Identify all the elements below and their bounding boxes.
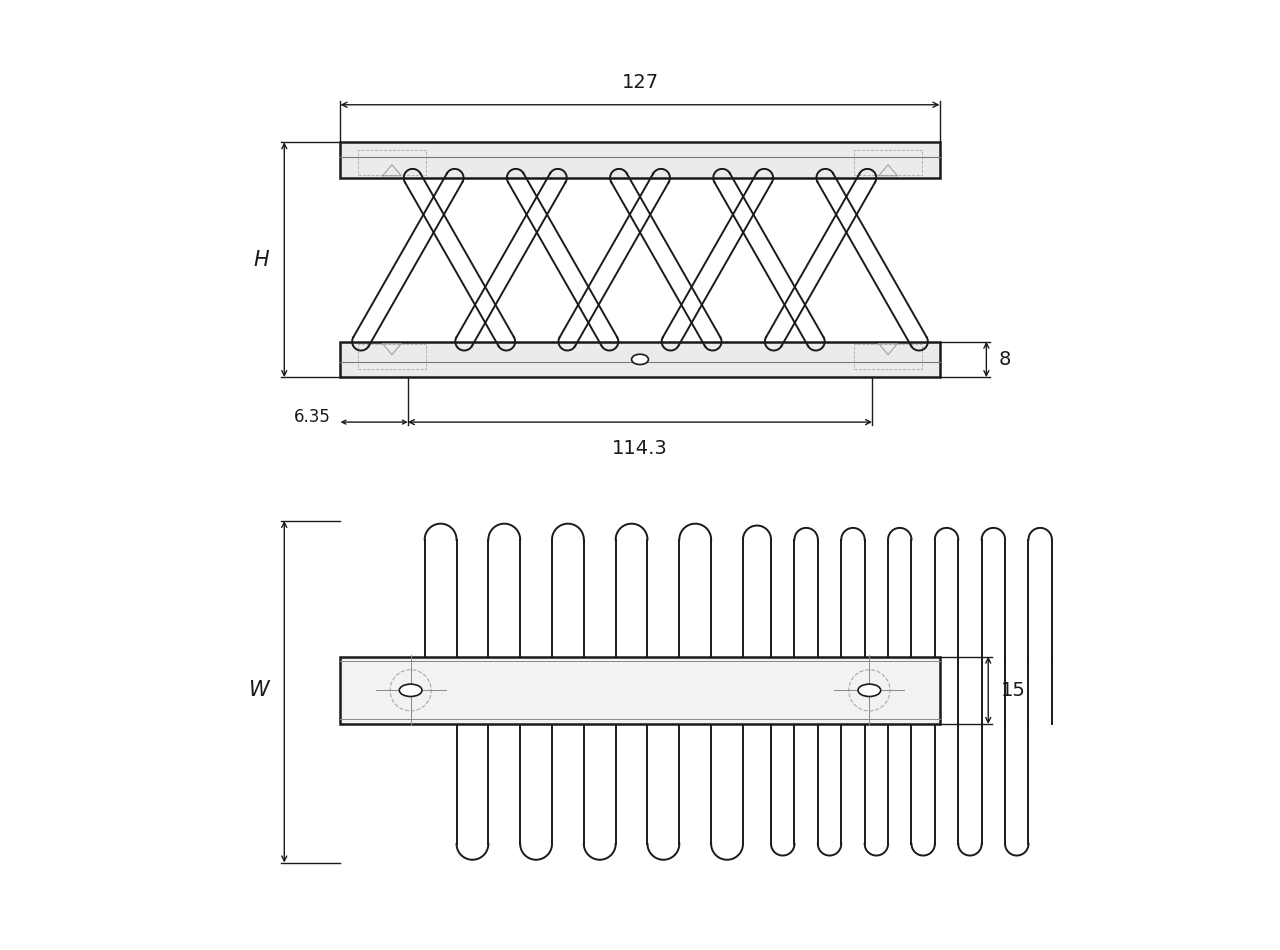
Bar <box>854 345 922 370</box>
Text: 127: 127 <box>621 72 659 91</box>
Ellipse shape <box>858 684 881 696</box>
Ellipse shape <box>399 684 422 696</box>
Bar <box>854 150 922 175</box>
Text: 8: 8 <box>998 350 1011 369</box>
Bar <box>340 656 940 724</box>
Text: H: H <box>253 250 269 270</box>
Bar <box>358 345 426 370</box>
Text: W: W <box>248 680 269 700</box>
Bar <box>340 142 940 178</box>
Ellipse shape <box>631 354 649 365</box>
Bar <box>358 150 426 175</box>
Text: 6.35: 6.35 <box>294 408 332 427</box>
Bar <box>340 342 940 377</box>
Text: 15: 15 <box>1001 681 1027 700</box>
Text: 114.3: 114.3 <box>612 439 668 458</box>
